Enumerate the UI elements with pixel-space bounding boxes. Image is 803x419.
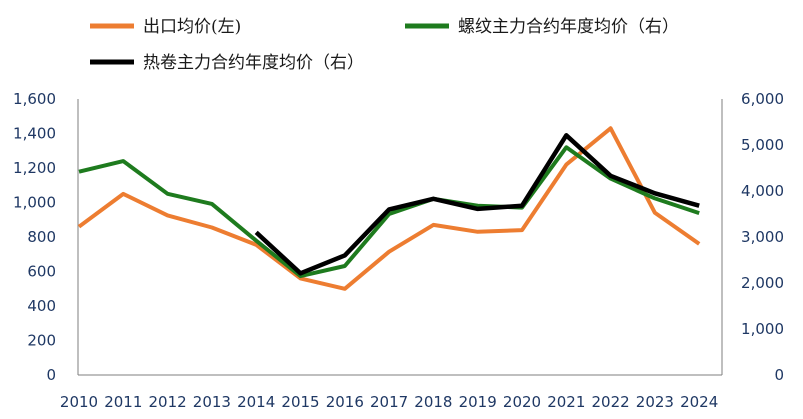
- x-axis-ticks: 2010 2011 2012 2013 2014 2015 2016 2017 2018 2019…: [60, 393, 718, 411]
- x-tick-label-2018: 2018: [414, 393, 452, 411]
- x-tick-label-2012: 2012: [149, 393, 187, 411]
- x-tick-label-2019: 2019: [459, 393, 497, 411]
- x-tick-label-2014: 2014: [237, 393, 275, 411]
- left-tick-label-0: 0: [46, 366, 56, 384]
- series-line-2: [78, 145, 700, 279]
- right-tick-label-5000: 5,000: [741, 136, 784, 154]
- left-tick-label-600: 600: [27, 263, 56, 281]
- x-tick-label-2020: 2020: [503, 393, 541, 411]
- series-line-1: [77, 126, 701, 291]
- left-tick-label-1400: 1,400: [13, 125, 56, 143]
- right-axis-ticks: 0 1,000 2,000 3,000 4,000 5,000 6,000: [741, 90, 784, 384]
- x-tick-label-2011: 2011: [104, 393, 142, 411]
- right-tick-label-0: 0: [774, 366, 784, 384]
- left-tick-label-800: 800: [27, 228, 56, 246]
- x-tick-label-2013: 2013: [193, 393, 231, 411]
- legend: 出口均价(左) 螺纹主力合约年度均价（右） 热卷主力合约年度均价（右）: [90, 17, 679, 73]
- series-line-3: [254, 133, 700, 276]
- x-tick-label-2023: 2023: [636, 393, 674, 411]
- right-tick-label-6000: 6,000: [741, 90, 784, 108]
- right-tick-label-4000: 4,000: [741, 182, 784, 200]
- legend-label-1: 出口均价(左): [143, 17, 241, 37]
- x-tick-label-2024: 2024: [680, 393, 718, 411]
- legend-label-3: 热卷主力合约年度均价（右）: [143, 53, 364, 73]
- left-tick-label-1000: 1,000: [13, 194, 56, 212]
- left-tick-label-400: 400: [27, 297, 56, 315]
- x-tick-label-2017: 2017: [370, 393, 408, 411]
- right-tick-label-1000: 1,000: [741, 320, 784, 338]
- left-tick-label-200: 200: [27, 332, 56, 350]
- series-lines: [77, 126, 701, 291]
- x-tick-label-2022: 2022: [592, 393, 630, 411]
- x-tick-label-2015: 2015: [281, 393, 319, 411]
- left-tick-label-1600: 1,600: [13, 90, 56, 108]
- x-tick-label-2016: 2016: [326, 393, 364, 411]
- x-tick-label-2010: 2010: [60, 393, 98, 411]
- left-tick-label-1200: 1,200: [13, 159, 56, 177]
- left-axis-ticks: 0 200 400 600 800 1,000 1,200 1,400 1,600: [13, 90, 56, 384]
- legend-label-2: 螺纹主力合约年度均价（右）: [458, 17, 679, 37]
- right-tick-label-2000: 2,000: [741, 274, 784, 292]
- right-tick-label-3000: 3,000: [741, 228, 784, 246]
- x-tick-label-2021: 2021: [547, 393, 585, 411]
- axes: [77, 99, 723, 376]
